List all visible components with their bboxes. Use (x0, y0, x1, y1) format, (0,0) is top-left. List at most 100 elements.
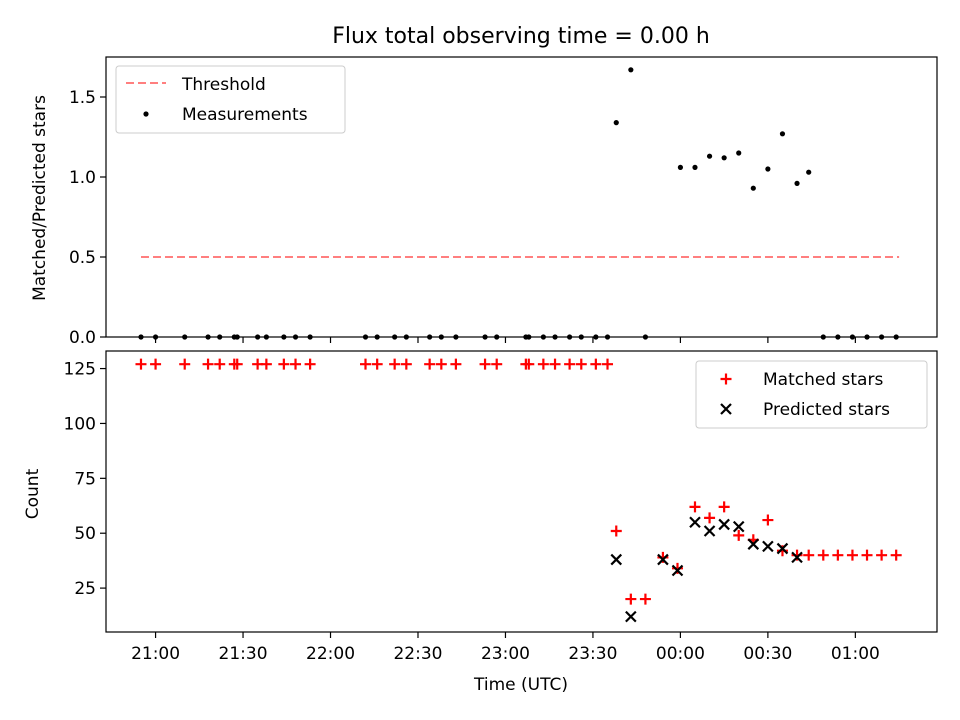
matched-star-point (371, 358, 383, 370)
bottom-y-tick-label: 50 (74, 524, 96, 544)
x-tick-label: 21:30 (219, 644, 268, 664)
predicted-star-point (791, 551, 803, 564)
matched-star-point (564, 358, 576, 370)
matched-star-point (202, 358, 214, 370)
matched-star-point (602, 358, 614, 370)
predicted-star-point (625, 610, 637, 623)
legend-predicted-swatch (720, 403, 732, 415)
matched-star-point (135, 358, 147, 370)
legend-box (695, 360, 928, 429)
x-tick-label: 22:30 (393, 644, 442, 664)
matched-star-point (817, 549, 829, 561)
predicted-star-point (718, 518, 730, 531)
top-legend: Threshold Measurements (115, 65, 346, 134)
predicted-star-point (776, 542, 789, 555)
legend-box (115, 65, 346, 134)
matched-star-point (360, 358, 372, 370)
bottom-legend: Matched stars Predicted stars (695, 360, 928, 429)
predicted-star-point (689, 516, 701, 529)
matched-star-point (491, 358, 503, 370)
legend-matched-swatch (720, 373, 732, 385)
bottom-axes-frame (105, 350, 938, 633)
measurement-point (706, 153, 713, 159)
top-chart-title: Flux total observing time = 0.00 h (332, 24, 710, 49)
matched-star-point (803, 549, 815, 561)
x-tick-label: 23:00 (481, 644, 530, 664)
matched-star-point (575, 358, 587, 370)
matched-star-point (590, 358, 602, 370)
x-tick-label: 00:30 (743, 644, 792, 664)
matched-star-point (861, 549, 873, 561)
measurement-point (721, 155, 727, 161)
bottom-y-axis-label: Count (23, 468, 43, 519)
measurement-point (794, 180, 800, 186)
x-tick-label: 22:00 (306, 644, 355, 664)
matched-star-point (733, 529, 745, 541)
measurement-point (692, 164, 698, 170)
top-panel: 0.0 0.5 1.0 1.5 Threshold Measurements (69, 56, 938, 348)
matched-star-point (389, 358, 401, 370)
predicted-star-point (732, 520, 745, 533)
top-y-axis-label: Matched/Predicted stars (30, 95, 50, 301)
legend-threshold-label: Threshold (181, 75, 266, 95)
measurement-point (750, 185, 756, 191)
matched-star-point (846, 549, 858, 561)
measurement-point (613, 120, 619, 126)
predicted-star-point (657, 553, 669, 566)
matched-star-point (400, 358, 412, 370)
matched-star-point (832, 549, 844, 561)
x-tick-label: 23:30 (568, 644, 617, 664)
bottom-x-axis-label: Time (UTC) (473, 675, 568, 695)
matched-star-point (537, 358, 549, 370)
predicted-star-point (610, 553, 623, 566)
matched-star-point (424, 358, 436, 370)
top-axes-frame (105, 56, 938, 338)
matched-star-point (523, 358, 535, 370)
matched-star-point (762, 514, 774, 526)
x-tick-label: 00:00 (656, 644, 705, 664)
matched-star-point (260, 358, 272, 370)
matched-star-point (479, 358, 491, 370)
top-y-tick-label: 1.5 (69, 88, 96, 108)
measurement-point (806, 169, 812, 175)
measurement-point (677, 164, 684, 170)
matched-star-point (231, 358, 243, 370)
matched-star-point (450, 358, 462, 370)
bottom-panel: 25 50 75 100 125 21:00 21:30 22:00 22:30 23:00 23:… (64, 350, 938, 664)
matched-star-point (704, 512, 716, 524)
predicted-star-point (671, 564, 684, 577)
matched-star-point (689, 501, 701, 513)
measurement-point (628, 67, 634, 73)
top-y-tick-label: 0.5 (69, 248, 96, 268)
matched-star-point (304, 358, 316, 370)
matched-star-point (549, 358, 561, 370)
matched-star-point (435, 358, 447, 370)
bottom-y-tick-label: 100 (64, 414, 96, 434)
matched-star-point (290, 358, 302, 370)
bottom-y-tick-label: 125 (64, 360, 96, 380)
bottom-y-tick-label: 25 (74, 579, 96, 599)
legend-measurements-label: Measurements (182, 105, 308, 125)
matched-star-point (214, 358, 226, 370)
x-tick-label: 01:00 (831, 644, 880, 664)
legend-matched-label: Matched stars (763, 370, 883, 390)
legend-predicted-label: Predicted stars (763, 400, 890, 420)
matched-star-point (179, 358, 191, 370)
measurement-point (765, 166, 771, 172)
predicted-star-point (762, 540, 774, 553)
legend-measurements-swatch (143, 111, 149, 117)
top-y-tick-label: 1.0 (69, 168, 96, 188)
predicted-star-point (747, 538, 760, 550)
matched-star-point (150, 358, 162, 370)
top-y-tick-label: 0.0 (69, 328, 96, 348)
predicted-star-point (703, 525, 716, 537)
measurement-point (736, 150, 742, 156)
matched-star-point (278, 358, 290, 370)
measurement-point (779, 131, 786, 137)
matched-star-point (625, 593, 637, 605)
matched-star-point (876, 549, 888, 561)
matched-star-point (610, 525, 622, 537)
matched-star-point (890, 549, 902, 561)
matched-star-point (718, 501, 730, 513)
